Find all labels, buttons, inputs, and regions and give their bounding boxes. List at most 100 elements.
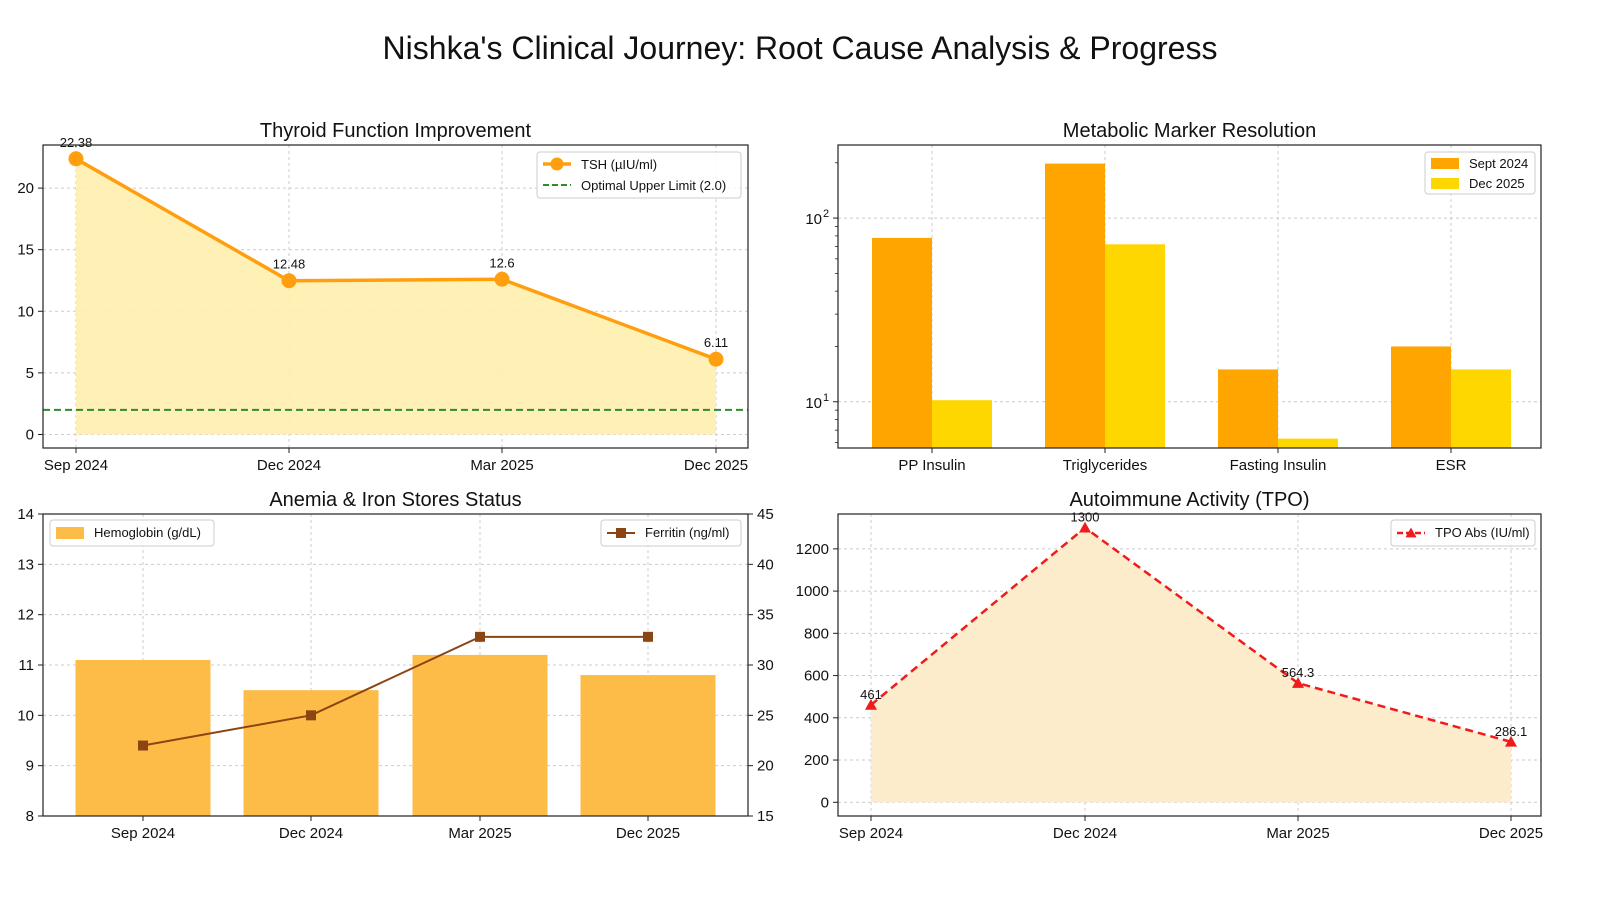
ferritin-legend <box>600 519 742 547</box>
tsh-point <box>494 271 510 287</box>
x-tick-label: Sep 2024 <box>44 457 108 474</box>
y-tick-label-left: 12 <box>17 607 34 624</box>
legend-tsh-label: TSH (µIU/ml) <box>581 157 657 172</box>
tpo-line <box>870 526 1512 744</box>
y-tick-label-right: 40 <box>757 556 774 573</box>
x-tick-label: Mar 2025 <box>1266 825 1329 842</box>
x-tick-label: Triglycerides <box>1063 457 1147 474</box>
plot-frame <box>837 513 1542 817</box>
tsh-data-label: 12.6 <box>489 255 514 270</box>
sept-2024-bar <box>1045 163 1105 449</box>
tsh-data-label: 22.38 <box>60 135 93 150</box>
x-tick-label: Dec 2024 <box>279 825 343 842</box>
ferritin-point <box>475 631 485 642</box>
y-tick-label: 1000 <box>796 583 829 600</box>
y-tick-exponent: 1 <box>823 392 829 404</box>
plot-frame <box>837 144 1542 449</box>
y-tick-label: 10 <box>805 395 822 412</box>
chart-title: Anemia & Iron Stores Status <box>269 489 521 511</box>
y-tick-label-right: 35 <box>757 607 774 624</box>
legend-label: Sept 2024 <box>1469 156 1528 171</box>
figure-title: Nishka's Clinical Journey: Root Cause An… <box>382 30 1218 66</box>
tpo-data-label: 461 <box>860 687 882 702</box>
tpo-point <box>1079 521 1091 533</box>
tpo-legend <box>1390 519 1536 547</box>
legend-hemoglobin-swatch <box>56 527 84 539</box>
sept-2024-bar <box>1218 369 1278 448</box>
tsh-data-label: 12.48 <box>273 257 306 272</box>
tpo-data-label: 286.1 <box>1495 724 1528 739</box>
y-tick-exponent: 2 <box>823 208 829 220</box>
x-tick-label: Mar 2025 <box>448 825 511 842</box>
y-tick-label-right: 25 <box>757 707 774 724</box>
chart-title: Thyroid Function Improvement <box>260 120 532 142</box>
chart-title: Autoimmune Activity (TPO) <box>1069 489 1309 511</box>
tsh-data-label: 6.11 <box>704 335 728 350</box>
sept-2024-bar <box>1391 346 1451 448</box>
tpo-point <box>1292 677 1304 688</box>
y-tick-label-right: 30 <box>757 657 774 674</box>
tsh-point <box>281 273 297 289</box>
legend-tsh-marker <box>550 157 564 171</box>
thyroid-chart: Thyroid Function Improvement 22.38 12.48 12… <box>17 120 749 474</box>
y-tick-label: 1200 <box>796 541 829 558</box>
tsh-area <box>76 158 716 435</box>
y-tick-label-left: 11 <box>18 657 34 674</box>
legend-swatch <box>1431 158 1459 169</box>
tpo-chart: Autoimmune Activity (TPO) 461 1300 564.3 286… <box>796 489 1543 842</box>
x-tick-label: PP Insulin <box>898 457 965 474</box>
x-tick-label: Fasting Insulin <box>1230 457 1327 474</box>
tsh-point <box>68 151 84 167</box>
y-tick-label: 5 <box>26 365 34 382</box>
y-tick-label-right: 45 <box>757 506 774 523</box>
ferritin-line <box>142 635 648 747</box>
tpo-data-label: 564.3 <box>1282 665 1315 680</box>
y-tick-label-right: 20 <box>757 758 774 775</box>
y-tick-label-left: 13 <box>17 556 34 573</box>
y-tick-label: 20 <box>17 180 34 197</box>
dec-2025-bar <box>1105 244 1165 448</box>
y-tick-label: 800 <box>804 625 829 642</box>
legend-hemoglobin-label: Hemoglobin (g/dL) <box>94 525 201 540</box>
tpo-data-label: 1300 <box>1071 510 1100 525</box>
y-tick-label-left: 9 <box>26 758 34 775</box>
ferritin-point <box>306 710 316 721</box>
y-tick-label-left: 8 <box>26 808 34 825</box>
y-tick-label-left: 10 <box>17 707 34 724</box>
hemoglobin-bar <box>412 654 548 816</box>
hemoglobin-bar <box>580 675 716 816</box>
y-tick-label: 0 <box>821 794 829 811</box>
y-tick-label: 10 <box>805 211 822 228</box>
x-tick-label: Dec 2025 <box>616 825 680 842</box>
sept-2024-bar <box>872 237 932 448</box>
y-tick-label: 10 <box>17 303 34 320</box>
legend-swatch <box>1431 178 1459 189</box>
dec-2025-bar <box>1451 369 1511 448</box>
dec-2025-bar <box>932 400 992 448</box>
y-tick-label: 400 <box>804 710 829 727</box>
x-tick-label: Sep 2024 <box>111 825 175 842</box>
ferritin-point <box>643 631 653 642</box>
tsh-point <box>708 351 724 367</box>
x-tick-label: Dec 2025 <box>684 457 748 474</box>
tpo-point <box>865 698 877 710</box>
legend-ferritin-label: Ferritin (ng/ml) <box>645 525 730 540</box>
x-tick-label: Dec 2025 <box>1479 825 1543 842</box>
y-tick-label: 200 <box>804 752 829 769</box>
dec-2025-bar <box>1278 438 1338 448</box>
legend-tpo-marker <box>1405 527 1417 538</box>
y-tick-label: 15 <box>17 242 34 259</box>
x-tick-label: Dec 2024 <box>257 457 321 474</box>
legend-label: Dec 2025 <box>1469 176 1525 191</box>
tpo-point <box>1505 735 1517 747</box>
y-tick-label-right: 15 <box>757 808 774 825</box>
legend-optimal-label: Optimal Upper Limit (2.0) <box>581 178 726 193</box>
anemia-chart: Anemia & Iron Stores Status 8 9 10 11 12 13 14 1… <box>17 489 773 842</box>
legend-tpo-label: TPO Abs (IU/ml) <box>1435 525 1530 540</box>
x-tick-label: ESR <box>1436 457 1467 474</box>
thyroid-legend <box>536 151 742 199</box>
ferritin-point <box>138 740 148 751</box>
